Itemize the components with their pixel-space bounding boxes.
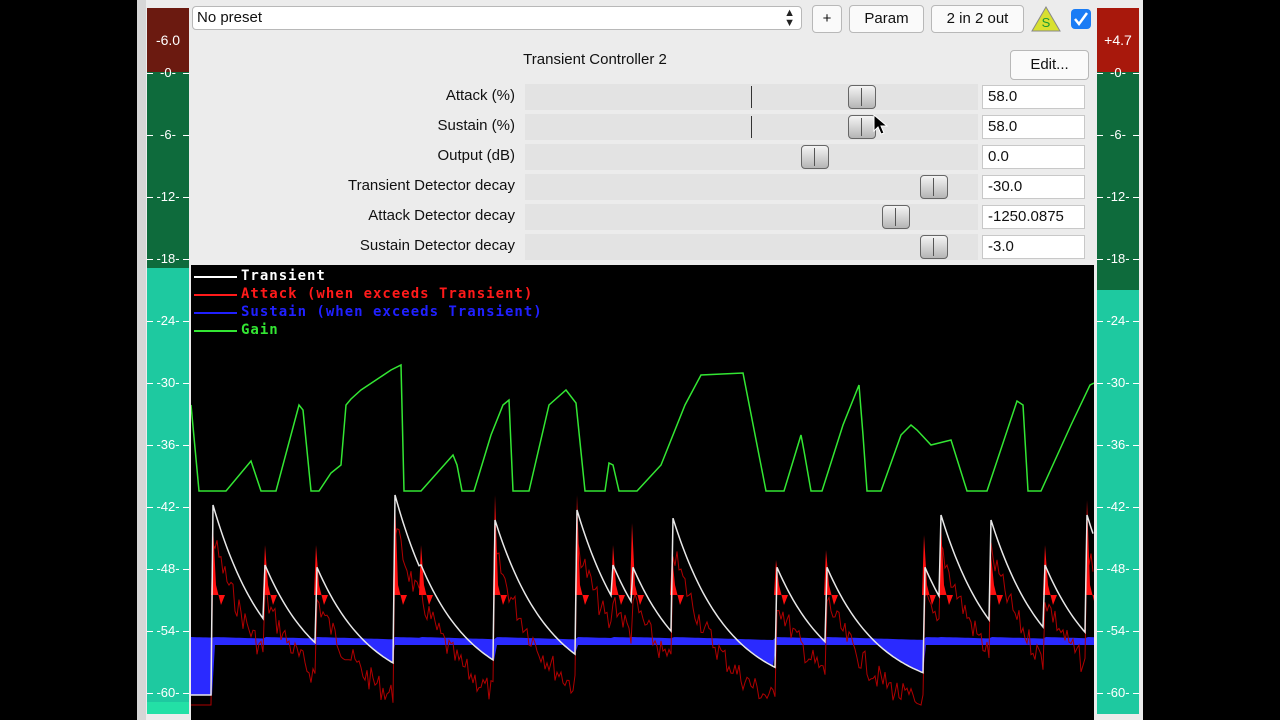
slider-thumb[interactable] xyxy=(920,235,948,259)
attack-spike xyxy=(989,555,1003,605)
meter-tick-label: -12- xyxy=(1097,190,1139,204)
attack-spike xyxy=(263,545,277,605)
legend-swatch xyxy=(194,276,237,278)
slider-center-mark xyxy=(751,116,752,138)
param-slider[interactable] xyxy=(525,84,978,110)
param-slider[interactable] xyxy=(525,114,978,140)
attack-spike xyxy=(630,523,644,605)
meter-tick-label: -42- xyxy=(147,500,189,514)
param-slider[interactable] xyxy=(525,234,978,260)
attack-spike xyxy=(1043,545,1057,605)
slider-center-mark xyxy=(751,86,752,108)
mouse-cursor-icon xyxy=(873,113,889,136)
input-peak-readout: -6.0 xyxy=(147,8,189,72)
param-button[interactable]: Param xyxy=(849,5,924,33)
meter-tick-label: -6- xyxy=(1097,128,1139,142)
output-meter-fill xyxy=(1097,290,1139,714)
bypass-checkbox[interactable] xyxy=(1071,9,1091,29)
param-value-field[interactable]: -1250.0875 xyxy=(982,205,1085,229)
param-value-field[interactable]: 58.0 xyxy=(982,85,1085,109)
attack-spike xyxy=(493,495,507,605)
param-value-field[interactable]: 58.0 xyxy=(982,115,1085,139)
attack-spike xyxy=(419,545,433,605)
legend-label: Transient xyxy=(241,268,326,284)
meter-tick-label: -30- xyxy=(147,376,189,390)
attack-spike xyxy=(939,523,953,605)
meter-tick-label: -18- xyxy=(1097,252,1139,266)
param-value-field[interactable]: 0.0 xyxy=(982,145,1085,169)
transient-graph: Transient Attack (when exceeds Transient)… xyxy=(191,265,1094,720)
meter-tick-label: -0- xyxy=(147,66,189,80)
legend-swatch xyxy=(194,330,237,332)
meter-tick-label: -60- xyxy=(147,686,189,700)
input-level-meter: -6.0 -0- -6- -12- -18- -24- -30- -36- -42- -48- -… xyxy=(147,8,189,714)
gain-line xyxy=(191,363,1094,492)
slider-thumb[interactable] xyxy=(848,115,876,139)
add-button[interactable]: + xyxy=(812,5,842,33)
attack-noise-line xyxy=(191,528,1094,706)
attack-spike xyxy=(922,535,936,605)
warning-letter: S xyxy=(1042,15,1051,30)
param-label: Transient Detector decay xyxy=(347,177,515,194)
meter-tick-label: -0- xyxy=(1097,66,1139,80)
io-routing-button[interactable]: 2 in 2 out xyxy=(931,5,1024,33)
legend-swatch xyxy=(194,294,237,296)
param-label: Attack Detector decay xyxy=(368,207,515,224)
param-label: Output (dB) xyxy=(437,147,515,164)
param-slider[interactable] xyxy=(525,204,978,230)
meter-tick-label: -36- xyxy=(1097,438,1139,452)
warning-icon[interactable]: S xyxy=(1031,6,1061,32)
param-label: Sustain (%) xyxy=(437,117,515,134)
attack-spike xyxy=(575,495,589,605)
transient-line xyxy=(191,494,1094,696)
param-slider[interactable] xyxy=(525,174,978,200)
updown-chevron-icon: ▲ ▼ xyxy=(784,7,795,29)
checkmark-icon xyxy=(1074,12,1089,27)
meter-tick-label: -18- xyxy=(147,252,189,266)
attack-spike xyxy=(670,555,684,605)
attack-spike xyxy=(774,560,788,605)
meter-tick-label: -42- xyxy=(1097,500,1139,514)
legend-label: Gain xyxy=(241,322,279,338)
slider-thumb[interactable] xyxy=(848,85,876,109)
attack-spike xyxy=(393,498,407,605)
sustain-fill xyxy=(191,637,1094,695)
meter-tick-label: -30- xyxy=(1097,376,1139,390)
attack-spike xyxy=(824,550,838,605)
meter-tick-label: -12- xyxy=(147,190,189,204)
meter-tick-label: -54- xyxy=(147,624,189,638)
slider-thumb[interactable] xyxy=(920,175,948,199)
meter-tick-label: -24- xyxy=(147,314,189,328)
meter-tick-label: -60- xyxy=(1097,686,1139,700)
edit-button[interactable]: Edit... xyxy=(1010,50,1089,80)
param-slider[interactable] xyxy=(525,144,978,170)
meter-tick-label: -6- xyxy=(147,128,189,142)
slider-thumb[interactable] xyxy=(801,145,829,169)
param-label: Sustain Detector decay xyxy=(359,237,515,254)
preset-select[interactable]: No preset ▲ ▼ xyxy=(192,6,802,30)
meter-tick-label: -36- xyxy=(147,438,189,452)
meter-tick-label: -48- xyxy=(147,562,189,576)
param-value-field[interactable]: -3.0 xyxy=(982,235,1085,259)
meter-tick-label: -48- xyxy=(1097,562,1139,576)
preset-value: No preset xyxy=(197,9,263,26)
param-label: Attack (%) xyxy=(445,87,515,104)
meter-tick-label: -54- xyxy=(1097,624,1139,638)
attack-spike xyxy=(314,545,328,605)
output-peak-readout: +4.7 xyxy=(1097,8,1139,72)
legend-label: Attack (when exceeds Transient) xyxy=(241,286,534,302)
plugin-title: Transient Controller 2 xyxy=(523,51,667,68)
legend-swatch xyxy=(194,312,237,314)
slider-thumb[interactable] xyxy=(882,205,910,229)
meter-tick-label: -24- xyxy=(1097,314,1139,328)
input-meter-fill xyxy=(147,268,189,714)
param-value-field[interactable]: -30.0 xyxy=(982,175,1085,199)
attack-spike xyxy=(211,525,225,605)
input-meter-floor xyxy=(147,702,189,714)
legend-label: Sustain (when exceeds Transient) xyxy=(241,304,543,320)
graph-canvas xyxy=(191,363,1094,706)
output-level-meter: +4.7 -0- -6- -12- -18- -24- -30- -36- -42- -48- -… xyxy=(1097,8,1139,714)
attack-spike xyxy=(611,545,625,605)
host-left-strip xyxy=(137,0,146,720)
